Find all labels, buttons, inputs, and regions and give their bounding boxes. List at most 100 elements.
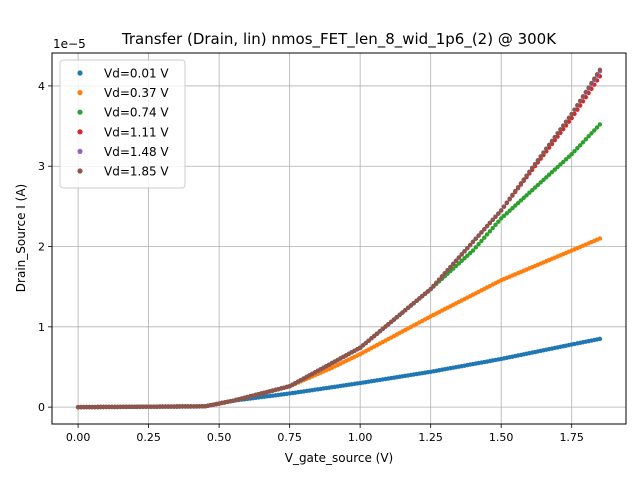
data-point <box>597 236 603 241</box>
data-point <box>555 131 560 136</box>
data-point <box>518 181 524 186</box>
data-point <box>476 233 481 238</box>
data-point <box>549 169 555 175</box>
data-point <box>473 245 478 250</box>
legend-label: Vd=0.37 V <box>104 86 169 100</box>
data-point <box>561 123 566 128</box>
data-point <box>498 216 504 221</box>
x-tick-label: 0.25 <box>136 431 161 444</box>
data-point <box>572 107 577 112</box>
data-point <box>569 111 574 117</box>
legend-marker <box>77 129 83 135</box>
data-point <box>493 214 498 219</box>
series-vd-1-85-v <box>75 67 603 410</box>
data-point <box>549 138 555 144</box>
data-point <box>436 277 442 282</box>
data-point <box>558 127 563 132</box>
data-point <box>592 76 597 81</box>
data-point <box>592 128 597 133</box>
data-point <box>501 204 507 209</box>
data-point <box>541 150 546 155</box>
data-point <box>448 264 453 270</box>
y-tick-label: 1 <box>38 321 45 334</box>
data-point <box>442 271 447 276</box>
data-point <box>462 256 467 261</box>
data-point <box>583 89 589 95</box>
data-point <box>563 157 569 162</box>
data-point <box>507 208 512 213</box>
data-point <box>561 159 566 165</box>
data-point <box>496 219 501 224</box>
data-point <box>510 205 515 211</box>
data-point <box>467 250 473 256</box>
data-point <box>572 149 577 154</box>
data-point <box>555 164 560 170</box>
data-point <box>470 239 476 245</box>
x-tick-label: 1.75 <box>559 431 584 444</box>
x-tick-label: 0.00 <box>66 431 91 444</box>
data-point <box>575 103 580 108</box>
x-tick-label: 1.50 <box>489 431 514 444</box>
data-point <box>496 211 501 216</box>
data-point <box>566 154 572 159</box>
data-point <box>594 125 600 130</box>
data-point <box>566 115 572 121</box>
data-point <box>428 286 433 292</box>
data-point <box>558 162 563 167</box>
data-point <box>544 175 549 180</box>
data-point <box>530 187 535 193</box>
legend-label: Vd=1.11 V <box>104 125 169 139</box>
data-point <box>431 283 436 289</box>
data-point <box>589 80 594 86</box>
data-point <box>484 223 490 229</box>
legend: Vd=0.01 V Vd=0.37 V Vd=0.74 V Vd=1.11 V Vd=1… <box>59 59 186 189</box>
data-point <box>470 248 476 253</box>
data-point <box>580 94 586 99</box>
data-point <box>493 222 498 228</box>
chart-title: Transfer (Drain, lin) nmos_FET_len_8_wid… <box>121 30 557 49</box>
data-point <box>532 185 538 190</box>
data-point <box>521 177 526 182</box>
data-point <box>569 151 574 157</box>
data-point <box>504 200 510 205</box>
y-axis-label: Drain_Source I (A) <box>14 184 28 292</box>
data-point <box>546 172 552 177</box>
data-point <box>527 190 532 195</box>
x-tick-label: 0.75 <box>277 431 302 444</box>
data-point <box>434 280 439 285</box>
data-point <box>577 98 583 103</box>
data-point <box>490 225 495 231</box>
data-point <box>465 253 470 258</box>
data-point <box>583 137 589 142</box>
data-point <box>586 134 591 139</box>
data-point <box>527 169 532 175</box>
data-point <box>479 230 484 235</box>
data-point <box>479 238 484 244</box>
data-point <box>462 249 467 254</box>
data-point <box>456 261 462 266</box>
data-point <box>515 200 521 206</box>
data-point <box>521 195 526 201</box>
data-point <box>597 122 603 127</box>
data-point <box>577 143 583 148</box>
data-point <box>490 217 495 223</box>
data-point <box>487 220 493 226</box>
x-tick-label: 1.00 <box>348 431 373 444</box>
legend-marker <box>77 70 83 76</box>
data-point <box>594 72 600 77</box>
y-tick-label: 4 <box>38 80 45 93</box>
data-point <box>538 180 543 185</box>
data-point <box>538 154 543 159</box>
legend-box <box>59 59 186 189</box>
data-point <box>473 236 478 241</box>
data-point <box>535 158 541 163</box>
data-point <box>597 67 603 73</box>
data-point <box>451 261 456 267</box>
x-tick-label: 0.50 <box>207 431 232 444</box>
data-point <box>524 173 529 178</box>
data-point <box>467 242 473 248</box>
data-point <box>476 241 481 247</box>
data-point <box>487 229 493 234</box>
axis-ticks: 0.00 0.25 0.50 0.75 1.00 1.25 1.50 1.75 0 1 2 3 4 <box>38 80 584 444</box>
